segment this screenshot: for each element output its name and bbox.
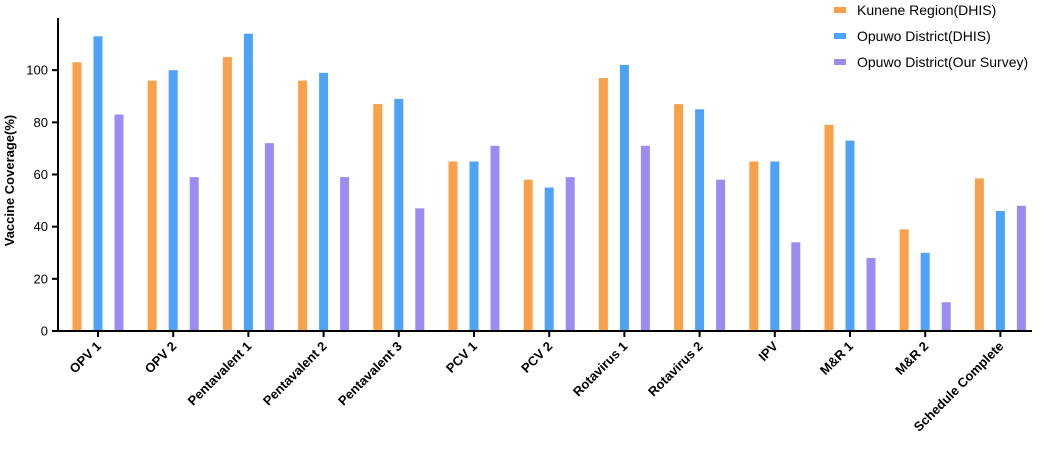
bar-pentavalent-1-kunene-region-dhis [222, 57, 232, 331]
bar-pcv-2-opuwo-district-dhis [544, 187, 554, 331]
bar-opv-1-kunene-region-dhis [72, 62, 82, 332]
x-tick-label-mandr-1: M&R 1 [817, 339, 856, 378]
bar-pcv-1-opuwo-district-our-survey [490, 145, 500, 331]
bar-pcv-1-opuwo-district-dhis [469, 161, 479, 331]
bar-schedule-complete-opuwo-district-our-survey [1016, 205, 1026, 331]
x-tick-label-pcv-1: PCV 1 [443, 339, 480, 376]
y-tick-label-0: 0 [41, 324, 48, 339]
legend-label-kunene-region-dhis: Kunene Region(DHIS) [857, 2, 996, 18]
x-tick-label-pentavalent-1: Pentavalent 1 [185, 339, 255, 409]
legend-swatch-opuwo-district-dhis [834, 33, 846, 39]
bar-rotavirus-2-kunene-region-dhis [674, 104, 684, 331]
bar-pentavalent-3-opuwo-district-dhis [394, 98, 404, 332]
legend: Kunene Region(DHIS) Opuwo District(DHIS) O… [834, 2, 1028, 70]
bar-opv-2-opuwo-district-dhis [168, 70, 178, 331]
bar-pentavalent-3-opuwo-district-our-survey [415, 208, 425, 331]
x-tick-label-pentavalent-2: Pentavalent 2 [260, 339, 330, 409]
bar-pentavalent-1-opuwo-district-dhis [243, 33, 253, 331]
bar-ipv-kunene-region-dhis [749, 161, 759, 331]
bar-opv-2-opuwo-district-our-survey [189, 177, 199, 331]
x-tick-label-opv-2: OPV 2 [142, 339, 180, 377]
y-tick-label-100: 100 [26, 63, 48, 78]
bar-ipv-opuwo-district-dhis [770, 161, 780, 331]
legend-label-opuwo-district-our-survey: Opuwo District(Our Survey) [857, 54, 1028, 70]
x-tick-label-opv-1: OPV 1 [66, 339, 104, 377]
x-tick-label-ipv: IPV [755, 338, 781, 364]
y-tick-label-80: 80 [34, 115, 48, 130]
bar-opv-1-opuwo-district-dhis [93, 36, 103, 332]
bar-schedule-complete-kunene-region-dhis [974, 178, 984, 331]
bar-mandr-2-kunene-region-dhis [899, 229, 909, 331]
bar-opv-1-opuwo-district-our-survey [114, 114, 124, 331]
y-axis-label: Vaccine Coverage(%) [2, 115, 17, 247]
bar-opv-2-kunene-region-dhis [147, 80, 157, 331]
x-tick-label-rotavirus-1: Rotavirus 1 [570, 339, 631, 400]
bar-mandr-2-opuwo-district-our-survey [941, 302, 951, 331]
bars-layer [72, 33, 1026, 332]
bar-rotavirus-1-kunene-region-dhis [598, 78, 608, 331]
legend-swatch-kunene-region-dhis [834, 7, 846, 13]
y-tick-label-40: 40 [34, 219, 48, 234]
x-tick-label-mandr-2: M&R 2 [892, 339, 931, 378]
bar-schedule-complete-opuwo-district-dhis [995, 211, 1005, 331]
bar-pentavalent-2-opuwo-district-dhis [319, 72, 329, 332]
bar-ipv-opuwo-district-our-survey [791, 242, 801, 331]
bar-mandr-2-opuwo-district-dhis [920, 252, 930, 332]
bar-pentavalent-3-kunene-region-dhis [373, 104, 383, 331]
bar-pentavalent-1-opuwo-district-our-survey [264, 143, 274, 331]
bar-pcv-2-kunene-region-dhis [523, 179, 533, 331]
bar-rotavirus-2-opuwo-district-our-survey [716, 179, 726, 331]
bar-rotavirus-2-opuwo-district-dhis [695, 109, 705, 331]
legend-label-opuwo-district-dhis: Opuwo District(DHIS) [857, 28, 991, 44]
bar-mandr-1-kunene-region-dhis [824, 124, 834, 332]
bar-rotavirus-1-opuwo-district-dhis [619, 64, 629, 332]
x-tick-label-pentavalent-3: Pentavalent 3 [335, 339, 405, 409]
x-tick-label-rotavirus-2: Rotavirus 2 [645, 339, 706, 400]
y-tick-label-20: 20 [34, 271, 48, 286]
bar-pcv-1-kunene-region-dhis [448, 161, 458, 331]
bar-rotavirus-1-opuwo-district-our-survey [640, 145, 650, 331]
y-tick-label-60: 60 [34, 167, 48, 182]
bar-mandr-1-opuwo-district-our-survey [866, 258, 876, 331]
bar-mandr-1-opuwo-district-dhis [845, 140, 855, 331]
bar-pentavalent-2-opuwo-district-our-survey [340, 177, 350, 331]
legend-swatch-opuwo-district-our-survey [834, 59, 846, 65]
bar-pentavalent-2-kunene-region-dhis [298, 80, 308, 331]
x-tick-label-pcv-2: PCV 2 [518, 339, 555, 376]
bar-pcv-2-opuwo-district-our-survey [565, 177, 575, 331]
